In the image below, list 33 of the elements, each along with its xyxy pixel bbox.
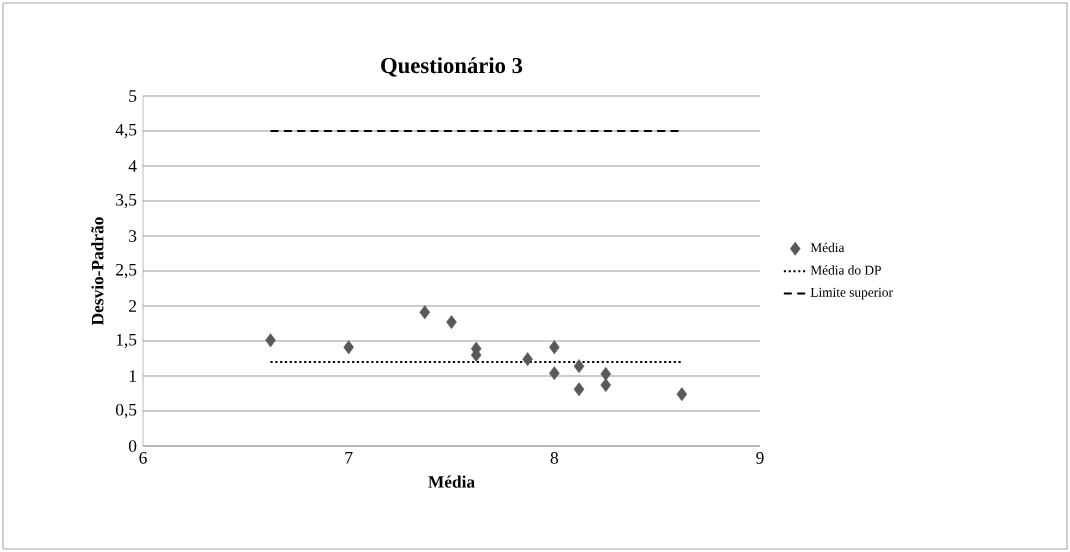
chart-title: Questionário 3 <box>381 57 523 77</box>
point <box>446 315 457 330</box>
point <box>522 352 533 367</box>
point <box>419 305 431 320</box>
point <box>343 340 354 355</box>
point <box>676 387 688 402</box>
legend-label: Média <box>810 242 845 253</box>
y-tick-label: 1 <box>129 370 136 382</box>
y-tick-label: 1,5 <box>116 333 137 349</box>
point <box>549 340 560 355</box>
y-tick-label: 3,5 <box>116 193 137 209</box>
y-tick-label: 2,5 <box>116 263 137 279</box>
point <box>600 366 612 381</box>
legend-label: Média do DP <box>810 265 881 275</box>
y-tick-label: 4 <box>128 160 137 172</box>
x-tick-label: 7 <box>345 452 353 464</box>
point <box>600 378 612 393</box>
x-tick-label: 9 <box>756 452 764 464</box>
y-tick-label: 4,5 <box>115 123 137 139</box>
y-tick-label: 0,5 <box>115 403 137 419</box>
point <box>573 382 585 397</box>
y-tick-label: 5 <box>129 90 137 102</box>
x-axis-title: Média <box>428 475 475 488</box>
y-axis-title: Desvio-Padrão <box>91 217 104 326</box>
y-tick-label: 3 <box>129 230 137 242</box>
legend-label: Limite superior <box>810 287 893 300</box>
x-tick-label: 8 <box>550 452 559 464</box>
x-tick-label: 6 <box>139 452 147 464</box>
point <box>549 366 560 381</box>
point <box>265 333 276 348</box>
y-tick-label: 2 <box>129 300 137 312</box>
point <box>573 359 585 374</box>
y-tick-label: 0 <box>128 440 137 452</box>
